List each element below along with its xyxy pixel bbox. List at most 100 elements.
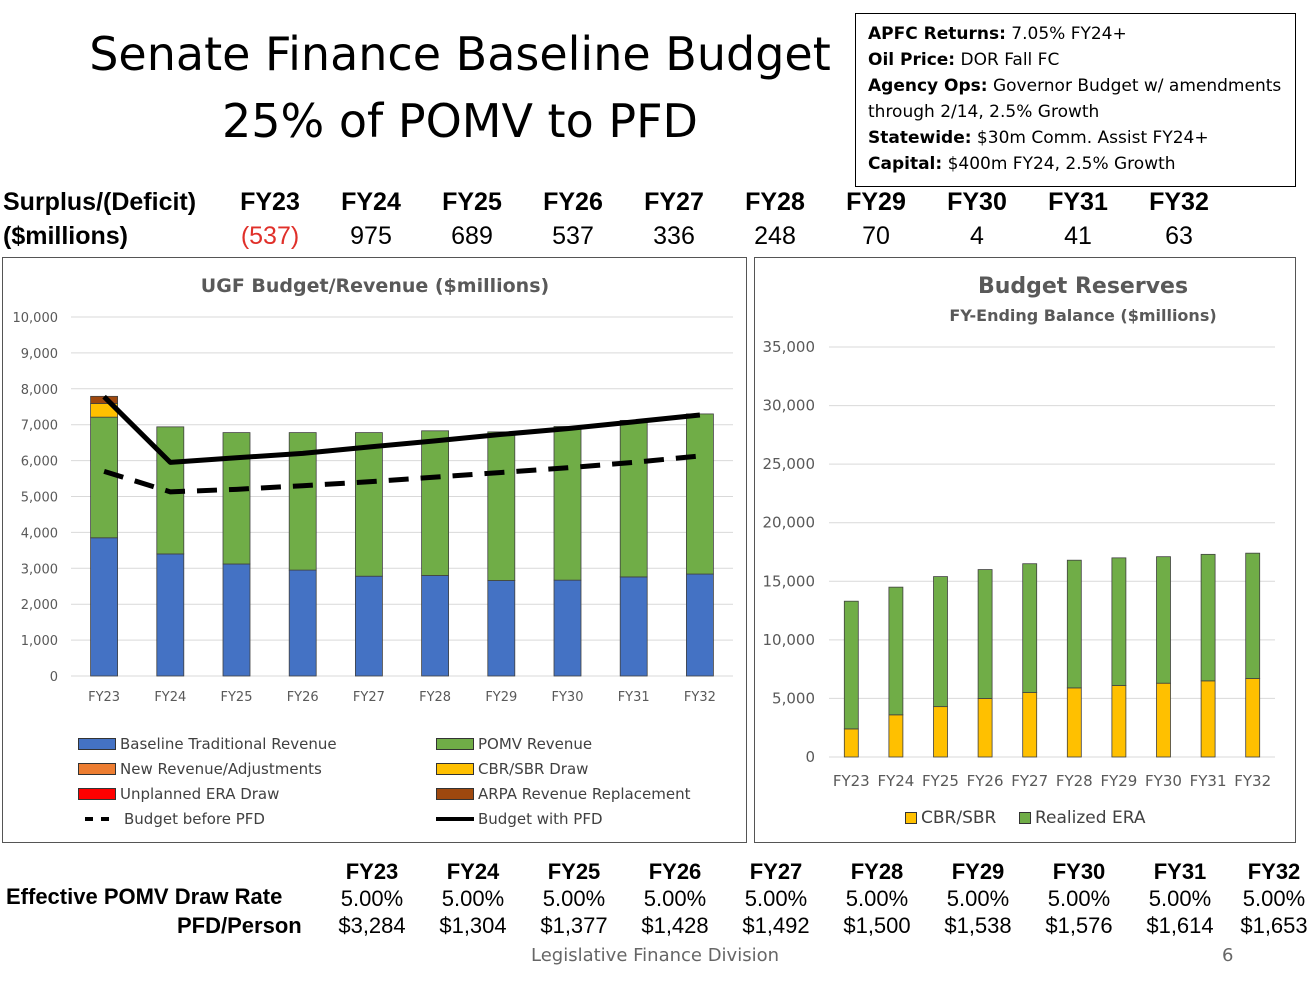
draw-rate-4: 5.00% <box>744 886 808 911</box>
page-subtitle: 25% of POMV to PFD <box>222 94 698 148</box>
reserves-bar-FY24-s0 <box>888 714 904 758</box>
draw-rate-0: 5.00% <box>340 886 404 911</box>
surplus-label: Surplus/(Deficit) <box>3 188 197 216</box>
page-number: 6 <box>1222 945 1234 966</box>
surplus-year-8: FY31 <box>1048 188 1108 216</box>
reserves-bar-FY26-s0 <box>977 698 993 758</box>
surplus-year-9: FY32 <box>1149 188 1209 216</box>
pfd-value-7: $1,576 <box>1045 913 1113 938</box>
reserves-bar-FY31-s1 <box>1200 553 1216 682</box>
reserves-xtick: FY24 <box>877 772 914 790</box>
assumption-statewide: Statewide: $30m Comm. Assist FY24+ <box>868 128 1209 148</box>
ugf-ytick: 0 <box>50 670 58 685</box>
legend-swatch-arpa <box>436 788 474 800</box>
pfd-value-5: $1,500 <box>843 913 911 938</box>
reserves-bar-FY28-s0 <box>1066 687 1082 758</box>
reserves-ytick: 25,000 <box>763 455 816 473</box>
draw-rate-label: Effective POMV Draw Rate <box>6 884 283 909</box>
draw-rate-5: 5.00% <box>845 886 909 911</box>
reserves-ytick: 30,000 <box>763 397 816 415</box>
reserves-bar-FY32-s0 <box>1245 678 1261 758</box>
legend-swatch-new-revenue <box>78 763 116 775</box>
reserves-xtick: FY28 <box>1056 772 1093 790</box>
surplus-year-7: FY30 <box>947 188 1007 216</box>
ugf-xtick: FY25 <box>221 690 253 705</box>
surplus-value-9: 63 <box>1165 222 1193 250</box>
surplus-year-2: FY25 <box>442 188 502 216</box>
legend-swatch-realized-era <box>1019 812 1031 824</box>
ugf-ytick: 3,000 <box>21 562 58 577</box>
bottom-year-1: FY24 <box>446 859 500 884</box>
draw-rate-2: 5.00% <box>542 886 606 911</box>
ugf-bar-FY25-s1 <box>222 432 251 565</box>
surplus-year-0: FY23 <box>240 188 300 216</box>
assumptions-box: APFC Returns: 7.05% FY24+ Oil Price: DOR… <box>855 13 1296 187</box>
legend-swatch-pomv <box>436 738 474 750</box>
legend-budget-with-pfd: Budget with PFD <box>436 810 603 828</box>
ugf-xtick: FY30 <box>552 690 584 705</box>
ugf-xtick: FY32 <box>684 690 716 705</box>
reserves-ytick: 10,000 <box>763 631 816 649</box>
legend-swatch-cbr-draw <box>436 763 474 775</box>
reserves-xtick: FY25 <box>922 772 959 790</box>
reserves-xtick: FY27 <box>1011 772 1048 790</box>
surplus-value-0: (537) <box>240 222 300 250</box>
pfd-label: PFD/Person <box>177 913 302 938</box>
assumption-apfc: APFC Returns: 7.05% FY24+ <box>868 24 1127 44</box>
surplus-value-2: 689 <box>451 222 493 250</box>
ugf-bar-FY32-s0 <box>686 573 714 677</box>
ugf-xtick: FY29 <box>485 690 517 705</box>
pfd-value-6: $1,538 <box>944 913 1012 938</box>
reserves-ytick: 35,000 <box>763 338 816 356</box>
reserves-bar-FY30-s0 <box>1156 682 1171 758</box>
surplus-year-3: FY26 <box>543 188 603 216</box>
ugf-ytick: 9,000 <box>21 347 58 362</box>
ugf-bar-FY31-s0 <box>619 576 648 677</box>
legend-swatch-cbr-sbr <box>905 812 917 824</box>
reserves-title: Budget Reserves <box>978 274 1188 299</box>
legend-swatch-baseline <box>78 738 116 750</box>
surplus-year-5: FY28 <box>745 188 805 216</box>
ugf-bar-FY27-s0 <box>354 575 383 677</box>
assumption-oil: Oil Price: DOR Fall FC <box>868 50 1060 70</box>
reserves-bar-FY23-s0 <box>843 728 859 758</box>
pfd-value-2: $1,377 <box>540 913 608 938</box>
reserves-ytick: 20,000 <box>763 514 816 532</box>
bottom-year-5: FY28 <box>850 859 904 884</box>
reserves-xtick: FY29 <box>1100 772 1137 790</box>
reserves-xtick: FY26 <box>967 772 1004 790</box>
legend-cbr-draw: CBR/SBR Draw <box>436 760 588 778</box>
legend-new-revenue: New Revenue/Adjustments <box>78 760 322 778</box>
surplus-value-5: 248 <box>754 222 796 250</box>
ugf-bar-FY30-s1 <box>553 426 582 581</box>
legend-unplanned-era: Unplanned ERA Draw <box>78 785 279 803</box>
pfd-value-9: $1,653 <box>1240 913 1308 938</box>
bottom-year-3: FY26 <box>648 859 702 884</box>
ugf-chart-panel: UGF Budget/Revenue ($millions) 0 1,000 2,00… <box>2 257 747 843</box>
reserves-bar-FY29-s1 <box>1111 557 1127 686</box>
reserves-bar-FY30-s1 <box>1156 556 1171 684</box>
legend-pomv: POMV Revenue <box>436 735 592 753</box>
bottom-year-4: FY27 <box>749 859 803 884</box>
bottom-year-0: FY23 <box>345 859 399 884</box>
ugf-line-1 <box>102 394 701 465</box>
surplus-year-1: FY24 <box>341 188 401 216</box>
reserves-xtick: FY30 <box>1145 772 1182 790</box>
surplus-value-6: 70 <box>862 222 890 250</box>
ugf-bar-FY29-s1 <box>487 431 516 581</box>
draw-rate-7: 5.00% <box>1047 886 1111 911</box>
surplus-units-label: ($millions) <box>3 222 129 250</box>
ugf-bar-FY32-s1 <box>686 413 714 575</box>
ugf-xtick: FY23 <box>88 690 120 705</box>
reserves-bar-FY31-s0 <box>1200 680 1216 758</box>
ugf-ytick: 1,000 <box>21 634 58 649</box>
pfd-value-0: $3,284 <box>338 913 406 938</box>
reserves-ytick: 5,000 <box>772 689 815 707</box>
reserves-bar-FY25-s0 <box>933 706 948 758</box>
ugf-ytick: 8,000 <box>21 383 58 398</box>
ugf-ytick: 10,000 <box>13 311 59 326</box>
legend-swatch-unplanned-era <box>78 788 116 800</box>
footer: Legislative Finance Division <box>530 945 780 966</box>
surplus-value-7: 4 <box>970 222 984 250</box>
ugf-bar-FY30-s0 <box>553 579 582 677</box>
